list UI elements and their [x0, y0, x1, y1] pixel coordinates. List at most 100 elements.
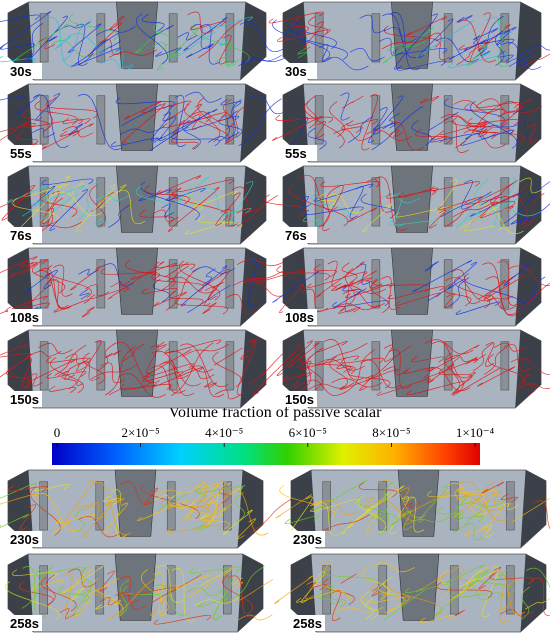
streamline [172, 103, 202, 134]
streamline [486, 297, 520, 315]
streamline [31, 263, 66, 294]
streamline [152, 42, 180, 58]
pillar [96, 259, 106, 309]
streamline [67, 568, 96, 588]
streamline [97, 342, 116, 372]
streamline [525, 203, 550, 222]
streamline [466, 44, 488, 67]
streamline [150, 365, 186, 394]
streamline [0, 120, 30, 141]
streamline [206, 501, 224, 519]
streamline [225, 99, 242, 142]
streamline [444, 283, 472, 307]
tank-wall-right [520, 554, 546, 632]
streamline [179, 112, 227, 125]
streamline [317, 591, 347, 608]
tank-wall-right [240, 248, 266, 326]
streamline [341, 357, 384, 364]
streamline [382, 27, 434, 64]
time-label-bg [283, 309, 317, 325]
tank-wall-right [240, 330, 266, 408]
streamline [485, 276, 514, 300]
pillar [168, 13, 178, 63]
streamline [74, 584, 93, 615]
streamline [382, 590, 425, 621]
streamline [475, 102, 520, 109]
streamline [114, 592, 146, 610]
streamline [137, 500, 189, 521]
streamline [85, 578, 119, 598]
streamline [341, 492, 390, 534]
streamline [139, 209, 175, 225]
streamline [464, 224, 504, 232]
streamline [74, 600, 91, 617]
streamline [364, 598, 380, 620]
streamline [400, 491, 450, 518]
simulation-panel: 150s [0, 329, 298, 409]
tank-wall-left [8, 470, 34, 548]
tank-wall-left [291, 554, 317, 632]
pillar [314, 13, 324, 63]
streamline [325, 194, 365, 214]
streamline [459, 481, 509, 522]
streamline [469, 192, 522, 217]
streamline [429, 209, 446, 229]
streamline [165, 108, 187, 122]
streamline [0, 11, 52, 50]
streamline [318, 186, 337, 228]
streamline [104, 350, 121, 359]
streamline [237, 518, 256, 540]
streamline [61, 568, 94, 595]
streamline [425, 367, 471, 391]
streamline [45, 16, 77, 67]
streamline [357, 494, 387, 534]
pillar [96, 13, 106, 63]
streamline [503, 262, 531, 286]
streamline [429, 134, 471, 143]
pillar [96, 95, 106, 145]
streamline [75, 508, 86, 533]
streamline [110, 489, 127, 538]
streamline [60, 130, 80, 137]
streamline [223, 99, 235, 130]
streamline [159, 265, 190, 292]
streamline [37, 37, 56, 49]
streamline [455, 301, 501, 315]
time-label-bg [283, 145, 317, 161]
time-label: 230s [293, 532, 322, 547]
streamline [30, 486, 61, 536]
streamline [371, 586, 381, 597]
pillar [225, 13, 235, 63]
streamline [532, 500, 550, 529]
simulation-panel: 230s [275, 469, 550, 549]
streamline [0, 514, 29, 529]
streamline [0, 344, 28, 356]
streamline [439, 569, 450, 599]
streamline [316, 340, 348, 353]
time-label: 30s [10, 64, 32, 79]
streamline [477, 204, 524, 234]
streamline [167, 187, 220, 232]
streamline [237, 614, 273, 621]
streamline [182, 368, 215, 380]
streamline [459, 205, 500, 229]
streamline [406, 16, 447, 36]
streamline [53, 191, 103, 216]
streamline [329, 356, 348, 390]
streamline [336, 362, 352, 373]
streamline [347, 367, 391, 389]
streamline [478, 502, 512, 531]
streamline [428, 344, 480, 372]
streamline [378, 194, 420, 204]
time-label-bg [291, 531, 325, 547]
colorbar [52, 443, 480, 465]
streamline [416, 565, 462, 592]
streamline [229, 181, 254, 225]
streamline [342, 284, 361, 297]
streamline [493, 583, 510, 623]
streamline [423, 359, 479, 379]
streamline [39, 192, 78, 218]
streamline [195, 486, 243, 493]
streamline [344, 349, 376, 394]
streamline [75, 23, 88, 66]
